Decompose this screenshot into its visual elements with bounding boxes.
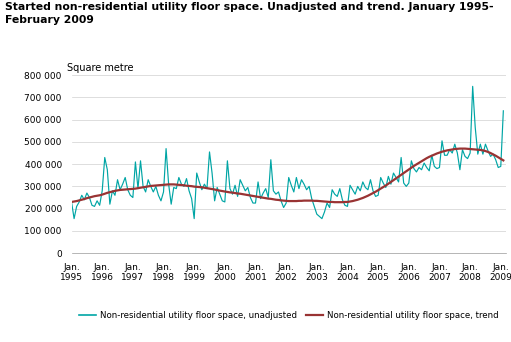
Legend: Non-residential utility floor space, unadjusted, Non-residential utility floor s: Non-residential utility floor space, una…	[75, 307, 502, 324]
Text: Started non-residential utility floor space. Unadjusted and trend. January 1995-: Started non-residential utility floor sp…	[5, 2, 494, 12]
Text: February 2009: February 2009	[5, 15, 94, 25]
Text: Square metre: Square metre	[67, 64, 134, 74]
